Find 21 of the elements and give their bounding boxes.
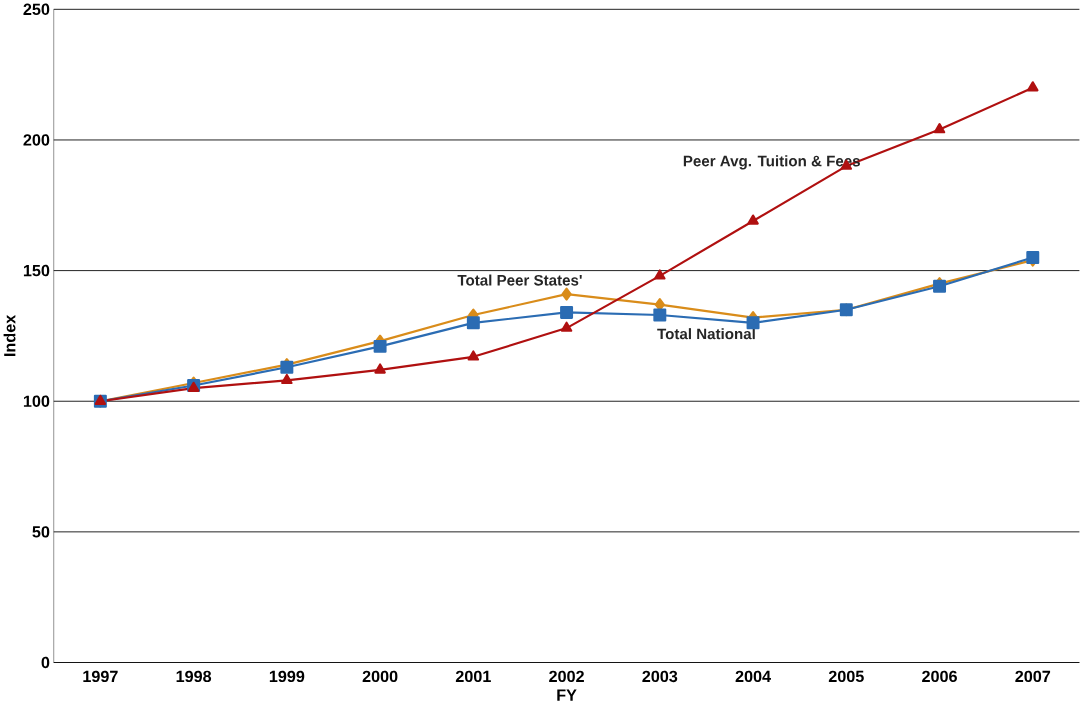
y-axis-title: Index	[3, 314, 16, 356]
series-label: Total Peer States'	[457, 274, 582, 286]
x-tick-label: 2000	[362, 670, 398, 682]
x-tick-label: 2005	[828, 670, 864, 682]
y-tick-label: 100	[23, 395, 50, 407]
x-tick-label: 2001	[455, 670, 491, 682]
x-tick-label: 2006	[922, 670, 957, 682]
y-tick-label: 150	[23, 264, 50, 277]
x-tick-label: 1997	[83, 670, 118, 682]
x-tick-label: 1998	[176, 670, 212, 682]
x-tick-label: 2002	[549, 670, 584, 682]
y-tick-label: 200	[23, 134, 50, 146]
y-tick-label: 50	[32, 525, 50, 538]
x-tick-label: 2007	[1015, 670, 1051, 682]
x-tick-label: 2003	[642, 670, 678, 682]
x-axis-title: FY	[557, 689, 577, 701]
x-tick-label: 2004	[735, 670, 771, 682]
x-tick-label: 1999	[269, 670, 305, 682]
series-label: Total National	[657, 328, 755, 340]
y-tick-label: 250	[23, 3, 50, 15]
y-tick-label: 0	[41, 656, 50, 669]
